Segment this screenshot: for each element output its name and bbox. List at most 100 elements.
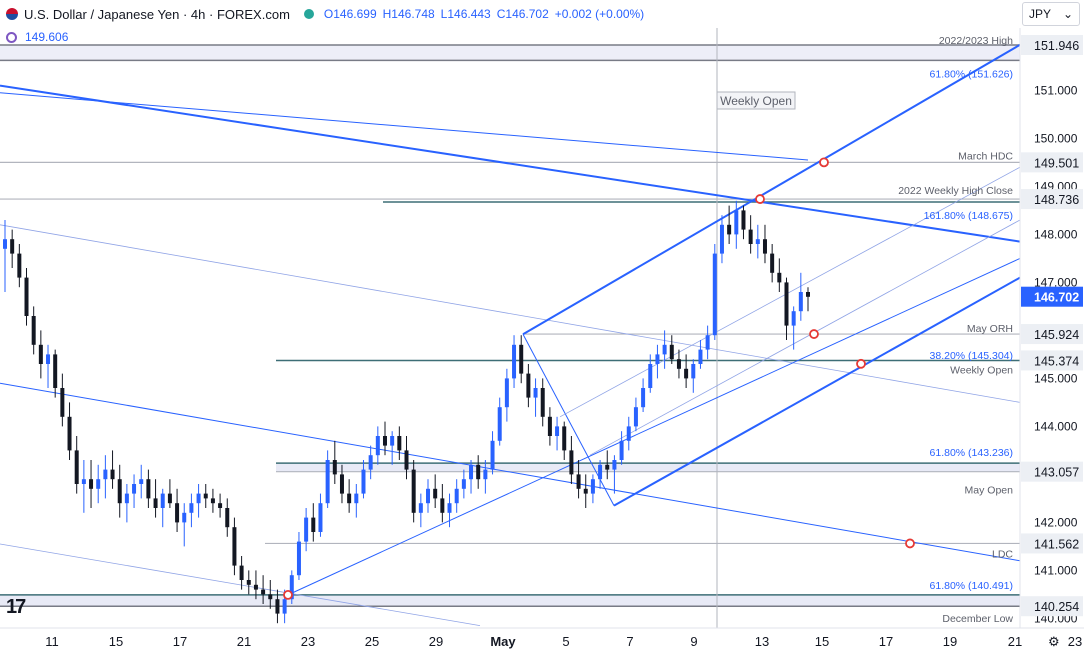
candle-body: [375, 436, 380, 456]
candle-body: [210, 498, 215, 504]
trendline: [0, 224, 1021, 403]
candle-body: [31, 316, 36, 345]
trendline: [0, 543, 481, 626]
zone-low: [0, 594, 1020, 607]
candle-body: [117, 479, 122, 504]
candle-body: [296, 541, 301, 576]
candle-body: [139, 479, 144, 484]
price-tick: 145.000: [1034, 371, 1078, 385]
candle-body: [132, 484, 137, 494]
candle-body: [719, 224, 724, 254]
candle-body: [619, 440, 624, 460]
weekly-open-box: [716, 91, 796, 110]
candle-body: [289, 575, 294, 600]
pivot-markers: [283, 157, 915, 600]
trendline: [589, 219, 1021, 456]
candle-body: [540, 388, 545, 417]
time-tick: May: [490, 634, 516, 649]
candle-body: [454, 488, 459, 504]
price-tag: 151.946: [1034, 39, 1079, 53]
symbol-title[interactable]: U.S. Dollar / Japanese Yen · 4h · FOREX.…: [24, 6, 290, 22]
candle-body: [526, 373, 531, 398]
tradingview-logo[interactable]: 17: [6, 596, 26, 618]
level-label: December Low: [942, 613, 1013, 625]
candle-body: [655, 354, 660, 364]
price-bands: [0, 44, 1020, 607]
candle-body: [89, 479, 94, 489]
candle-body: [519, 344, 524, 374]
candle-body: [239, 565, 244, 580]
candle-body: [182, 512, 187, 523]
gear-icon[interactable]: ⚙: [1048, 634, 1060, 649]
candle-body: [705, 335, 710, 350]
candle-body: [490, 440, 495, 470]
price-tick: 150.000: [1034, 131, 1078, 145]
candle-body: [648, 364, 653, 388]
candle-body: [103, 469, 108, 480]
candle-body: [605, 464, 610, 470]
candle-body: [770, 253, 775, 273]
ohlc-high: H146.748: [382, 7, 435, 21]
candle-body: [67, 416, 72, 451]
candle-body: [218, 503, 223, 508]
candle-body: [282, 599, 287, 614]
candle-body: [476, 464, 481, 480]
trendline: [0, 92, 809, 161]
time-tick: 19: [943, 634, 957, 649]
price-axis[interactable]: 140.000141.000142.000143.000144.000145.0…: [1019, 28, 1084, 628]
time-tick: 5: [562, 634, 569, 649]
candle-body: [483, 469, 488, 480]
candle-body: [418, 503, 423, 513]
candle-body: [512, 344, 517, 379]
candle-body: [569, 450, 574, 475]
candle-body: [175, 503, 180, 523]
candle-body: [196, 493, 201, 504]
time-tick: 21: [237, 634, 251, 649]
indicator-value: 149.606: [25, 30, 69, 44]
candle-body: [684, 368, 689, 379]
candle-body: [712, 253, 717, 336]
candle-body: [598, 464, 603, 480]
level-label: May Open: [965, 485, 1014, 497]
candle-body: [641, 388, 646, 408]
currency-label: JPY: [1029, 7, 1052, 21]
candle-body: [469, 464, 474, 480]
candle-body: [96, 479, 101, 489]
candle-body: [46, 354, 51, 364]
candle-body: [382, 436, 387, 446]
price-tick: 151.000: [1034, 83, 1078, 97]
price-tag: 149.501: [1034, 156, 1079, 170]
candle-body: [246, 580, 251, 585]
time-tick: 15: [815, 634, 829, 649]
price-tick: 141.000: [1034, 563, 1078, 577]
candle-body: [612, 460, 617, 470]
candle-body: [662, 344, 667, 355]
time-tick: 17: [879, 634, 893, 649]
price-tag: 148.736: [1034, 193, 1079, 207]
candle-body: [440, 498, 445, 513]
candle-body: [734, 210, 739, 235]
candle-body: [232, 527, 237, 566]
level-label: March HDC: [958, 150, 1013, 162]
candle-body: [10, 239, 15, 254]
indicator-icon[interactable]: [6, 31, 17, 43]
time-tick: 21: [1008, 634, 1022, 649]
current-price-tag-bg: [1021, 286, 1083, 307]
candle-body: [784, 282, 789, 326]
candle-body: [124, 493, 129, 504]
time-tick: 13: [755, 634, 769, 649]
currency-selector[interactable]: JPY ⌄: [1022, 2, 1080, 26]
zone-high: [0, 44, 1020, 61]
candle-body: [504, 378, 509, 408]
candle-body: [3, 239, 7, 249]
time-tick: 29: [429, 634, 443, 649]
time-axis[interactable]: 11 15 17 21 23 25 29 May 5 7 9 13 15 17 19 21 23: [0, 627, 1084, 649]
candle-body: [562, 426, 567, 451]
price-tag-bg: [1021, 350, 1083, 371]
price-tag-bg: [1021, 533, 1083, 554]
candle-body: [555, 426, 560, 436]
time-tick: 25: [365, 634, 379, 649]
candle-body: [461, 479, 466, 489]
current-price-tag: 146.702: [1034, 291, 1079, 305]
